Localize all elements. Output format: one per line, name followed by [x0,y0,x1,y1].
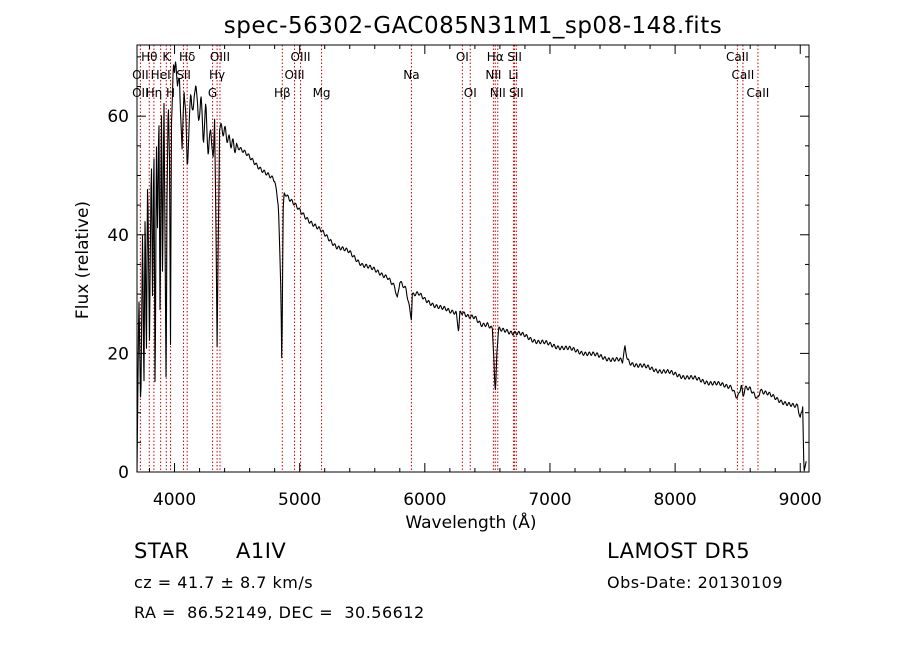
ra-dec-coordinates: RA = 86.52149, DEC = 30.56612 [134,603,425,622]
line-label: HeI [151,68,171,82]
line-label: Hα [487,50,504,64]
y-tick-label: 0 [118,463,129,483]
spectral-subclass: A1IV [236,539,287,563]
y-tick-label: 20 [107,344,129,364]
spectrum-series [136,61,807,473]
line-label: SII [176,68,191,82]
line-label: NII [485,68,501,82]
x-axis-label: Wavelength (Å) [405,511,536,533]
line-label: OIII [285,68,305,82]
observation-date: Obs-Date: 20130109 [607,573,784,592]
line-label: Hδ [179,50,195,64]
line-label: Hθ [141,50,157,64]
line-label: OIII [291,50,311,64]
chart-title: spec-56302-GAC085N31M1_sp08-148.fits [224,13,722,39]
line-label: SII [509,86,524,100]
x-tick-label: 5000 [278,490,321,510]
line-label: Hγ [209,68,225,82]
line-label: OII [132,68,149,82]
line-label: CaII [747,86,770,100]
plot-frame [136,44,810,473]
survey-name: LAMOST DR5 [607,539,751,563]
line-label: SII [507,50,522,64]
line-label: G [208,86,217,100]
line-label: OI [456,50,469,64]
y-tick-label: 40 [107,226,129,246]
line-label: OI [464,86,477,100]
object-class: STAR [134,539,190,563]
line-label: Hη [146,86,163,100]
x-tick-label: 6000 [403,490,446,510]
line-label: H [166,86,175,100]
line-label: Li [508,68,518,82]
line-label: OII [132,86,149,100]
line-label: Na [403,68,419,82]
x-tick-label: 4000 [153,490,196,510]
line-label: Mg [313,86,331,100]
line-label: K [162,50,171,64]
line-label: CaII [726,50,749,64]
line-label: Hβ [274,86,291,100]
line-label: CaII [732,68,755,82]
y-axis-label: Flux (relative) [73,201,93,319]
spectrum-line [136,61,807,473]
x-tick-label: 7000 [528,490,571,510]
x-tick-label: 8000 [653,490,696,510]
x-tick-label: 9000 [779,490,822,510]
redshift-cz: cz = 41.7 ± 8.7 km/s [134,573,314,592]
y-tick-label: 60 [107,107,129,127]
y-axis: 0 20 40 60 [107,56,809,483]
line-label: NII [490,86,506,100]
emission-line-markers [139,45,759,472]
line-label: OIII [210,50,230,64]
x-axis: 4000 5000 6000 7000 8000 9000 [149,45,822,510]
